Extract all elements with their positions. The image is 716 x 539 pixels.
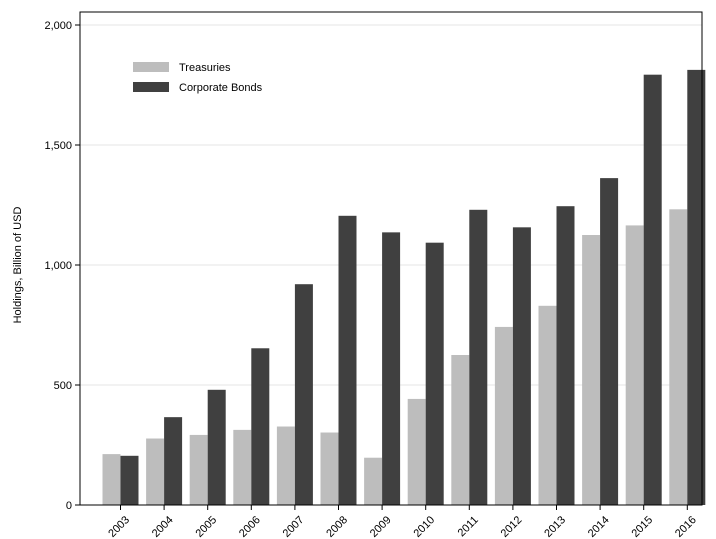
x-tick-label: 2011 (456, 514, 481, 539)
bar-corporate-bonds (338, 215, 357, 506)
x-tick-label: 2005 (193, 514, 219, 539)
bar-corporate-bonds (469, 209, 488, 506)
bar-treasuries (364, 457, 383, 505)
bar-treasuries (233, 429, 252, 505)
bar-treasuries (407, 398, 426, 505)
y-tick-label: 1,500 (44, 140, 72, 152)
x-tick-label: 2003 (106, 514, 132, 539)
bar-corporate-bonds (251, 348, 270, 505)
y-tick-labels: 0 500 1,000 1,500 2,000 (44, 20, 72, 512)
bar-corporate-bonds (643, 74, 662, 506)
bar-corporate-bonds (687, 69, 706, 505)
legend: Treasuries Corporate Bonds (133, 62, 263, 94)
bar-treasuries (146, 438, 165, 505)
x-tick-label: 2004 (150, 514, 176, 539)
x-tick-label: 2015 (629, 514, 655, 539)
y-tick-label: 0 (66, 500, 72, 512)
x-tick-label: 2016 (673, 514, 699, 539)
y-tick-label: 500 (54, 380, 72, 392)
bar-treasuries (102, 454, 121, 505)
x-tick-label: 2006 (237, 514, 263, 539)
bar-corporate-bonds (207, 389, 226, 505)
x-tick-label: 2013 (542, 514, 568, 539)
bar-corporate-bonds (425, 242, 444, 505)
x-tick-labels: 2003 2004 2005 2006 2007 2008 2009 2010 2011 2012… (106, 514, 699, 539)
y-tick-label: 2,000 (44, 20, 72, 32)
bar-treasuries (276, 426, 295, 505)
x-tick-label: 2014 (586, 514, 612, 539)
bar-treasuries (494, 326, 513, 505)
bar-corporate-bonds (294, 284, 313, 505)
x-tick-label: 2007 (281, 514, 307, 539)
bar-corporate-bonds (382, 232, 401, 506)
axes (75, 11, 703, 510)
bar-corporate-bonds (556, 206, 575, 505)
bar-treasuries (582, 235, 601, 505)
bar-treasuries (320, 432, 339, 505)
bar-corporate-bonds (120, 455, 139, 505)
bars (102, 69, 706, 506)
x-tick-label: 2009 (368, 514, 394, 539)
plot-frame (79, 11, 703, 506)
bar-corporate-bonds (600, 178, 619, 505)
y-axis-label: Holdings, Billion of USD (12, 207, 24, 324)
legend-swatch (133, 82, 169, 92)
bar-treasuries (451, 355, 470, 505)
legend-label: Treasuries (179, 62, 231, 74)
bar-corporate-bonds (164, 417, 183, 505)
legend-label: Corporate Bonds (179, 82, 263, 94)
bar-treasuries (538, 305, 557, 505)
bar-corporate-bonds (512, 227, 531, 505)
bar-treasuries (189, 434, 208, 505)
legend-swatch (133, 62, 169, 72)
x-tick-label: 2012 (499, 514, 525, 539)
y-tick-label: 1,000 (44, 260, 72, 272)
x-tick-label: 2010 (411, 514, 437, 539)
x-tick-label: 2008 (324, 514, 350, 539)
bar-treasuries (625, 225, 644, 505)
bar-treasuries (669, 209, 688, 505)
